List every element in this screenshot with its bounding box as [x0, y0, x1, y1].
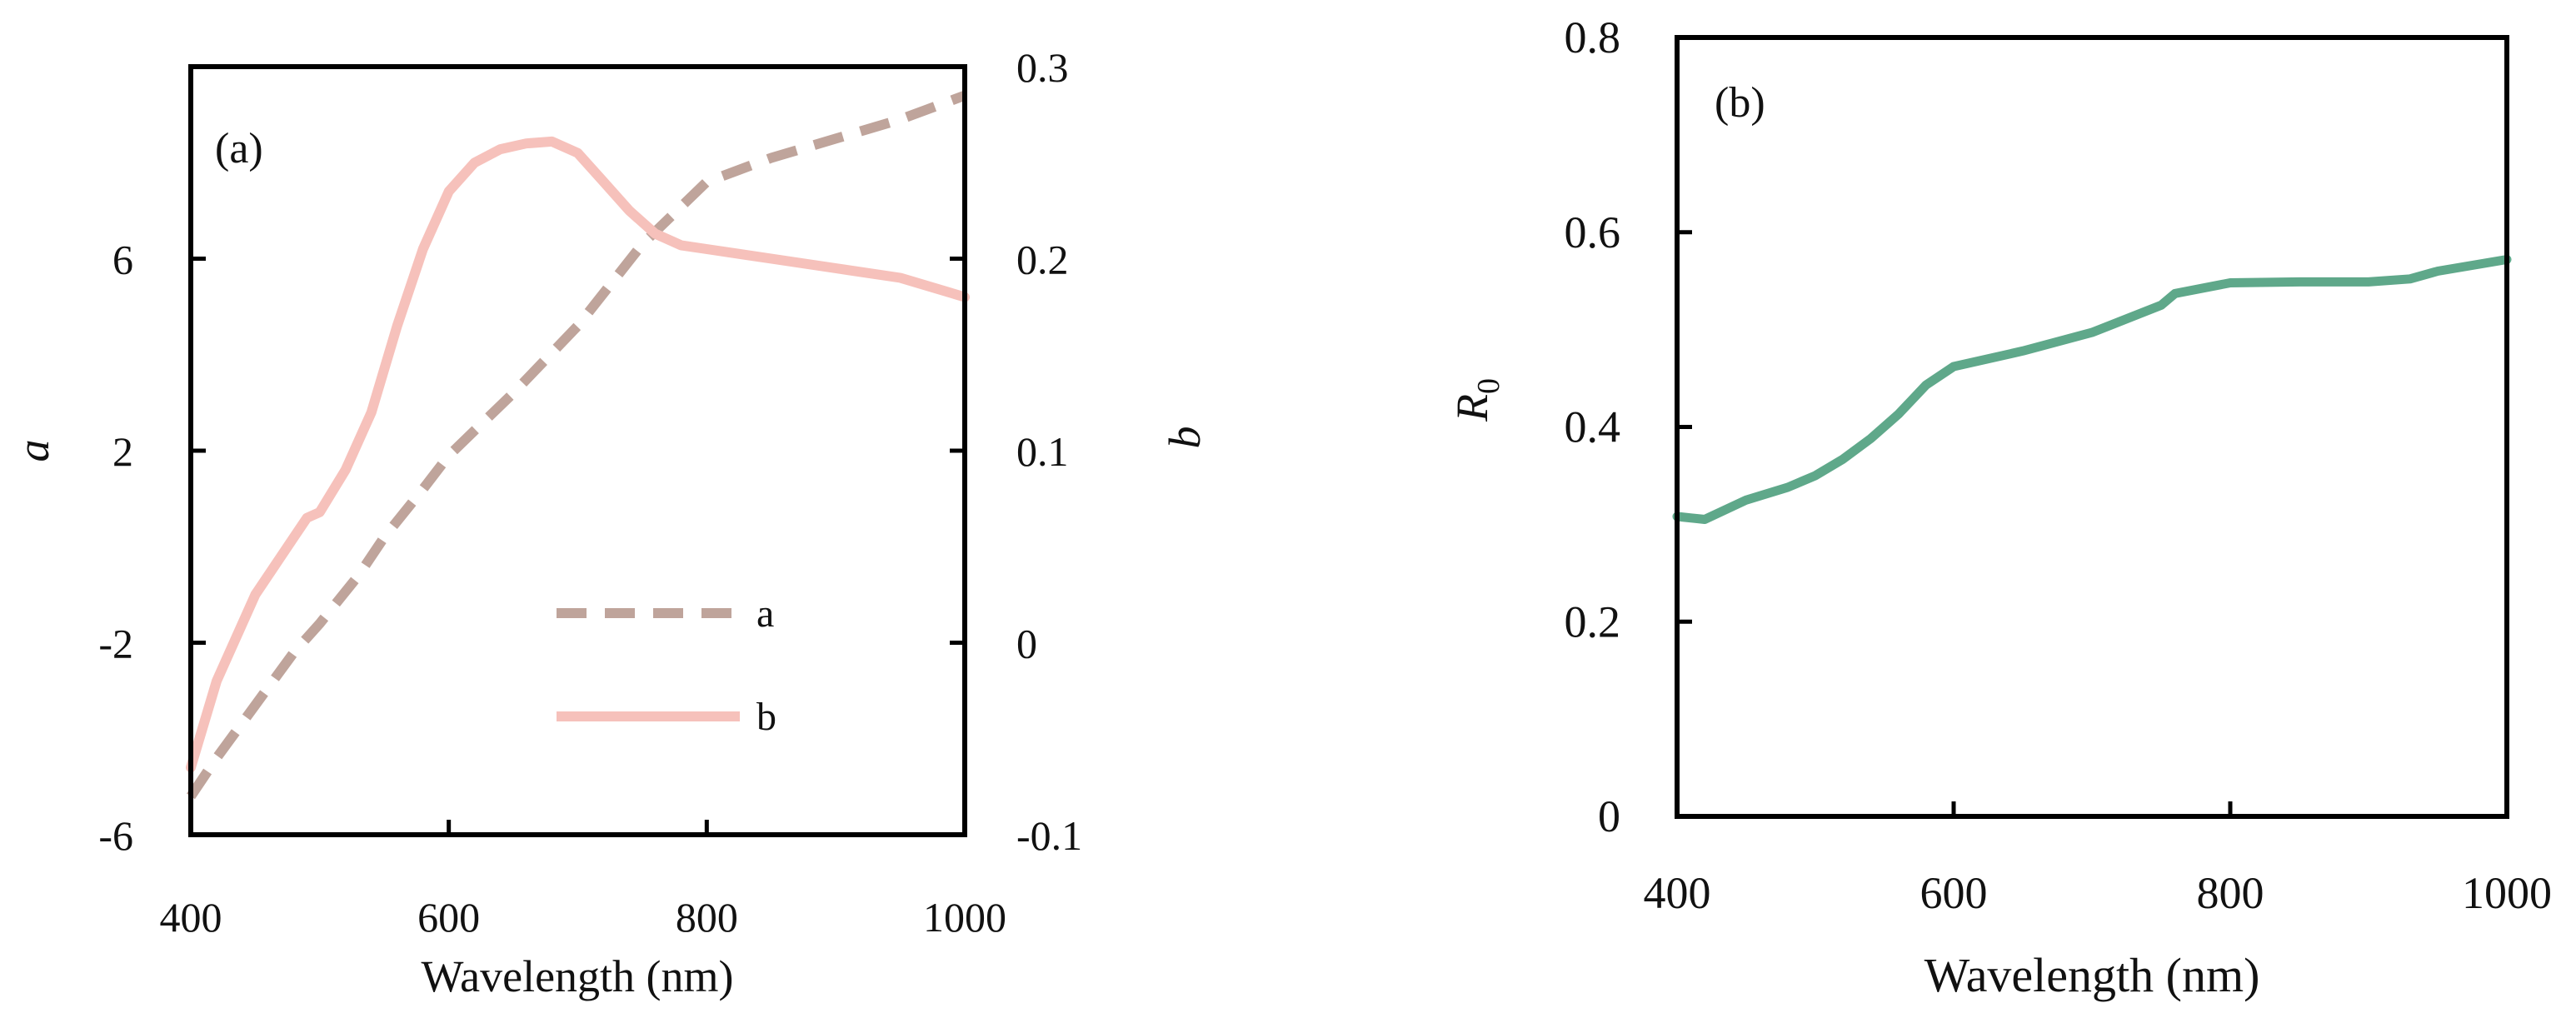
x-tick-label-a: 1000 — [923, 894, 1006, 941]
y-tick-label-right-b: 0 — [1016, 621, 1037, 667]
panel-b: 400 600 800 1000 0 0.2 0.4 0.6 0.8 (b) Wavelengt… — [1447, 12, 2552, 1002]
panel-label-a: (a) — [215, 125, 263, 172]
x-axis-title-b: Wavelength (nm) — [1925, 948, 2260, 1002]
y-tick-label-left-a: -6 — [98, 812, 133, 859]
y-tick-label-b: 0.4 — [1565, 402, 1621, 452]
y-axis-title-subscript: 0 — [1471, 378, 1506, 394]
y-tick-label-b: 0 — [1598, 791, 1620, 841]
y-tick-label-b: 0.6 — [1565, 207, 1621, 257]
y-tick-label-b: 0.2 — [1565, 596, 1621, 646]
series-line-a — [187, 90, 967, 800]
panel-a: 400 600 800 1000 -6 -2 2 6 -0.1 0 0.1 0.2 0.3 (a) Wa… — [8, 44, 1210, 1001]
x-tick-label-b: 600 — [1920, 868, 1988, 918]
x-axis-title-a: Wavelength (nm) — [421, 951, 733, 1001]
x-tick-label-a: 400 — [160, 894, 222, 941]
y-tick-label-right-b: 0.2 — [1016, 237, 1069, 283]
series-line-R0 — [1672, 255, 2512, 524]
y-axis-title-b: R0 — [1447, 378, 1506, 422]
y-axis-title-left-a: a — [8, 440, 58, 462]
plot-frame-b — [1675, 35, 2509, 819]
ticks-b: 400 600 800 1000 0 0.2 0.4 0.6 0.8 — [1565, 12, 2553, 918]
plot-area-b — [1672, 255, 2512, 524]
x-tick-label-b: 400 — [1644, 868, 1711, 918]
y-axis-title-main: R — [1447, 394, 1497, 422]
ticks-a: 400 600 800 1000 -6 -2 2 6 -0.1 0 0.1 0.2 0.3 — [98, 44, 1082, 941]
y-tick-label-left-a: 6 — [112, 237, 133, 283]
y-tick-label-right-b: -0.1 — [1016, 812, 1082, 859]
legend-label-a: a — [756, 591, 774, 636]
legend-label-b: b — [756, 695, 776, 739]
series-line-b — [186, 136, 970, 773]
y-axis-title-right-b: b — [1160, 427, 1210, 449]
y-tick-label-left-a: 2 — [112, 428, 133, 475]
y-tick-label-left-a: -2 — [98, 621, 133, 667]
y-tick-label-right-b: 0.1 — [1016, 428, 1069, 475]
panel-label-b: (b) — [1715, 79, 1765, 127]
plot-area-a — [186, 90, 970, 800]
x-tick-label-a: 600 — [417, 894, 480, 941]
y-tick-label-b: 0.8 — [1565, 12, 1621, 62]
legend-a: a b — [557, 591, 776, 739]
x-tick-label-a: 800 — [676, 894, 738, 941]
x-tick-label-b: 1000 — [2462, 868, 2552, 918]
y-tick-label-right-b: 0.3 — [1016, 44, 1069, 91]
x-tick-label-b: 800 — [2197, 868, 2264, 918]
